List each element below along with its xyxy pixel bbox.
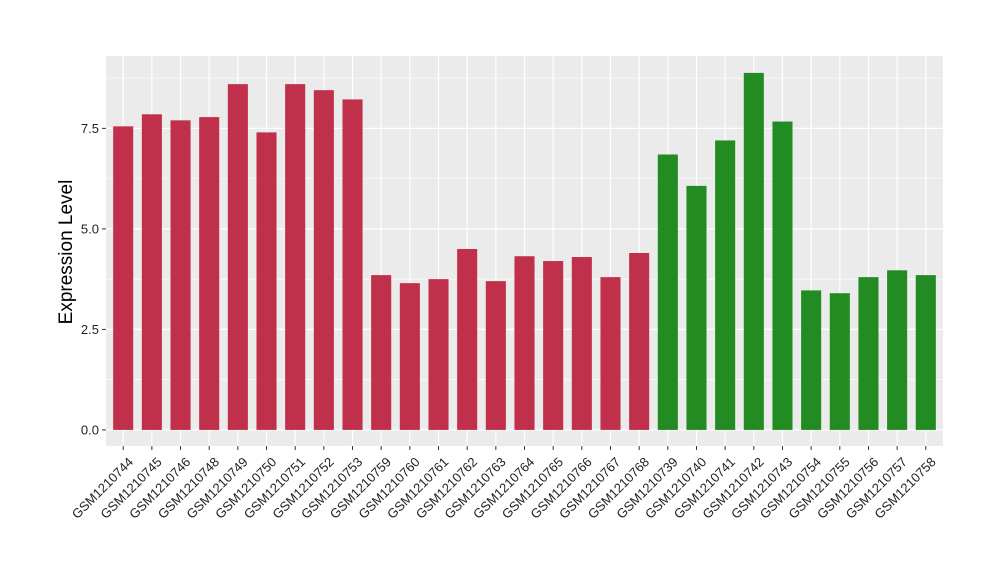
bar-GSM1210758: [915, 275, 936, 430]
bar-GSM1210748: [199, 117, 220, 430]
bar-GSM1210768: [629, 253, 650, 430]
bar-GSM1210764: [514, 256, 535, 430]
bar-GSM1210767: [600, 277, 621, 430]
bar-GSM1210745: [141, 114, 162, 430]
bar-GSM1210752: [313, 90, 334, 430]
bar-GSM1210765: [543, 261, 564, 430]
bar-GSM1210759: [371, 275, 392, 430]
bar-GSM1210739: [657, 154, 678, 430]
bar-GSM1210750: [256, 132, 277, 430]
bars: [113, 72, 936, 430]
bar-GSM1210755: [829, 293, 850, 430]
bar-GSM1210760: [399, 283, 420, 430]
bar-GSM1210743: [772, 121, 793, 430]
bar-GSM1210766: [571, 257, 592, 430]
bar-GSM1210751: [285, 84, 306, 430]
y-tick-label: 2.5: [81, 322, 99, 337]
bar-GSM1210761: [428, 279, 449, 430]
bar-GSM1210749: [227, 84, 248, 430]
bar-GSM1210742: [743, 72, 764, 430]
x-axis: GSM1210744GSM1210745GSM1210746GSM1210748…: [69, 446, 939, 522]
bar-GSM1210754: [801, 290, 822, 430]
bar-GSM1210757: [887, 270, 908, 430]
bar-GSM1210744: [113, 126, 134, 430]
bar-GSM1210756: [858, 277, 879, 430]
bar-GSM1210741: [715, 140, 736, 430]
y-tick-label: 5.0: [81, 221, 99, 236]
y-tick-label: 0.0: [81, 422, 99, 437]
bar-GSM1210740: [686, 185, 707, 430]
y-axis: 0.0 2.5 5.0 7.5: [81, 121, 106, 437]
bar-GSM1210753: [342, 99, 363, 430]
bar-GSM1210746: [170, 120, 191, 430]
bar-GSM1210762: [457, 248, 478, 430]
y-axis-title: Expression Level: [56, 180, 77, 325]
bar-GSM1210763: [485, 281, 506, 430]
y-tick-label: 7.5: [81, 121, 99, 136]
